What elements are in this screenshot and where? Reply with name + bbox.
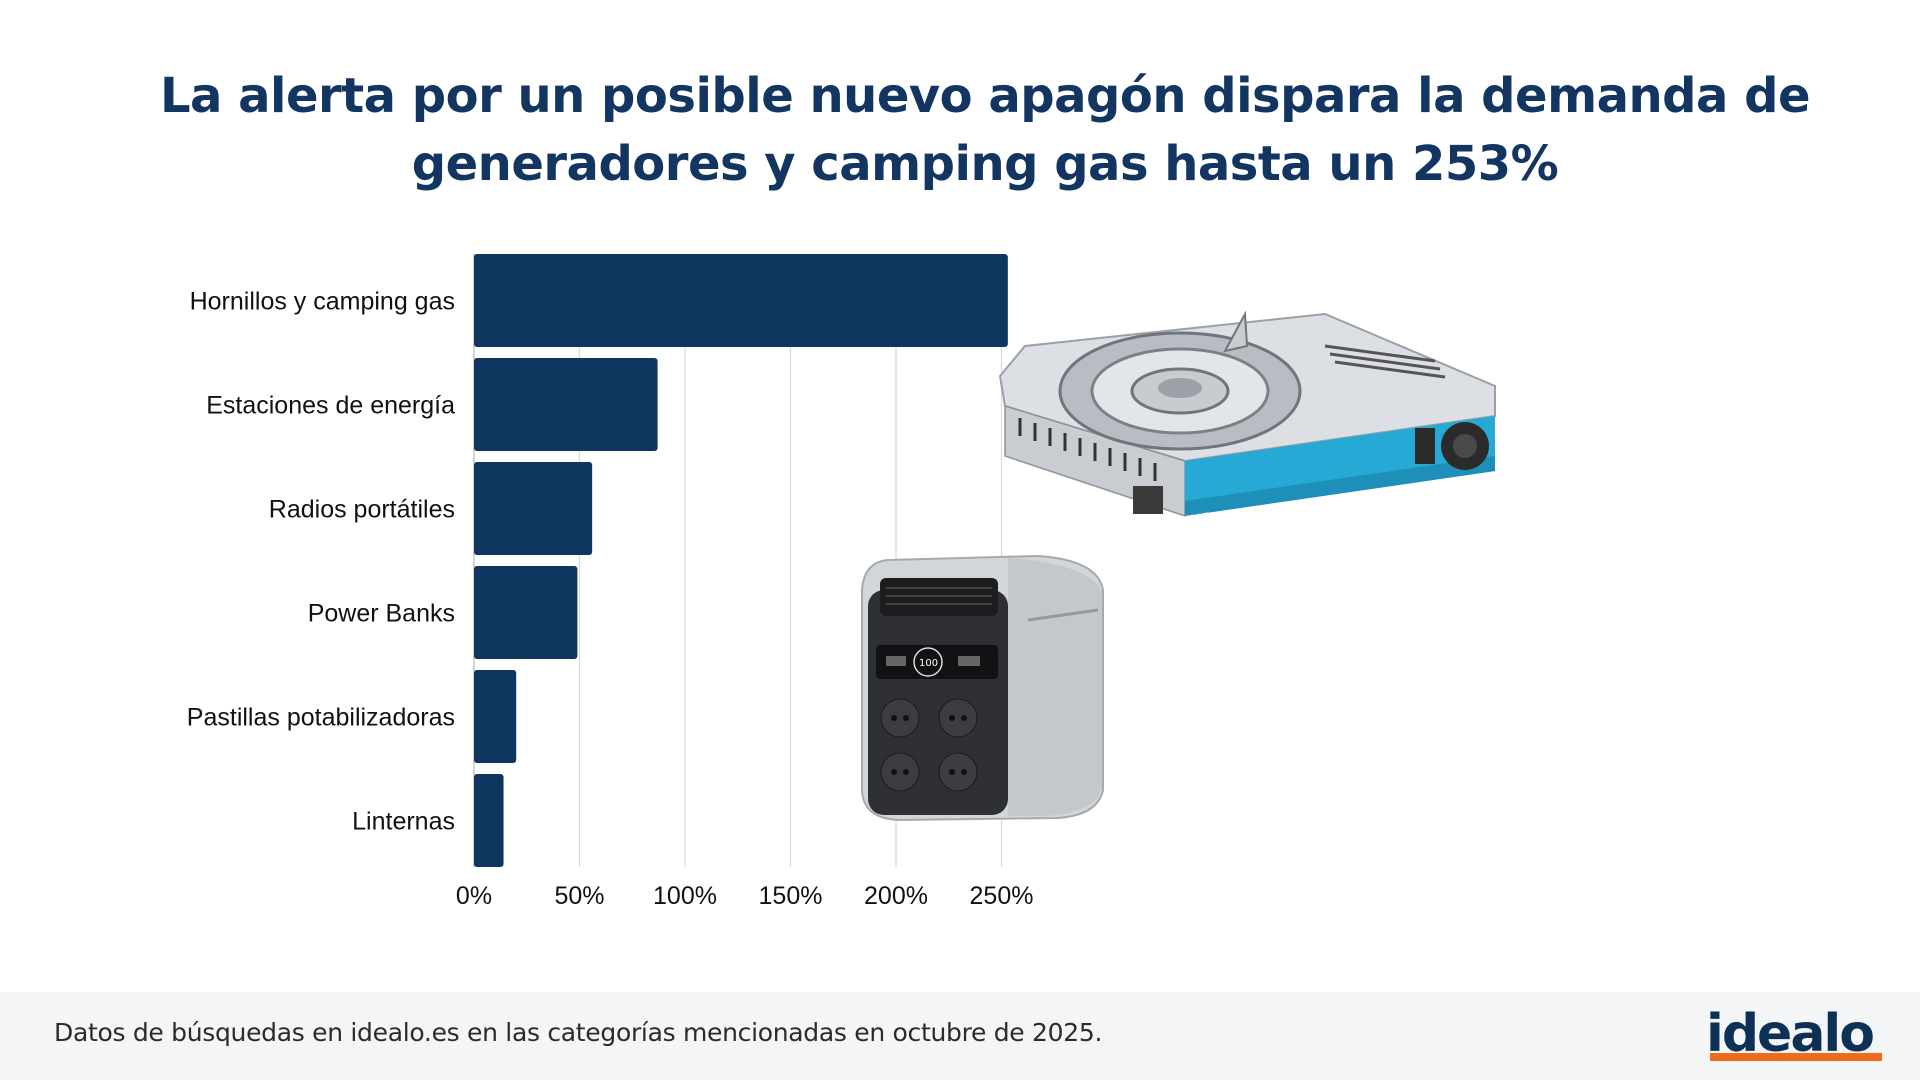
- bar: [474, 566, 578, 659]
- x-tick-label: 0%: [456, 882, 492, 910]
- title-line-2: generadores y camping gas hasta un 253%: [411, 136, 1559, 192]
- category-label: Hornillos y camping gas: [190, 288, 455, 316]
- x-tick-label: 50%: [554, 882, 604, 910]
- source-footnote: Datos de búsquedas en idealo.es en las c…: [54, 1018, 1103, 1047]
- x-tick-label: 250%: [970, 882, 1034, 910]
- bar: [474, 254, 1008, 347]
- power-station-photo: 100: [861, 554, 1104, 822]
- x-tick-label: 200%: [864, 882, 928, 910]
- category-label: Power Banks: [308, 600, 455, 628]
- bar: [474, 462, 593, 555]
- footer-band: [0, 992, 1920, 1080]
- category-label: Linternas: [352, 808, 455, 836]
- chart-title: La alerta por un posible nuevo apagón di…: [0, 62, 1920, 198]
- category-label: Radios portátiles: [269, 496, 455, 524]
- x-tick-label: 150%: [759, 882, 823, 910]
- title-line-1: La alerta por un posible nuevo apagón di…: [159, 68, 1811, 124]
- bar: [474, 774, 504, 867]
- category-label: Pastillas potabilizadoras: [187, 704, 455, 732]
- bar: [474, 670, 517, 763]
- camping-stove-photo: CAMPINGAZ: [998, 310, 1496, 531]
- x-tick-label: 100%: [653, 882, 717, 910]
- svg-text:100: 100: [919, 658, 938, 669]
- category-label: Estaciones de energía: [206, 392, 455, 420]
- logo-underline: [1710, 1053, 1882, 1061]
- bar: [474, 358, 658, 451]
